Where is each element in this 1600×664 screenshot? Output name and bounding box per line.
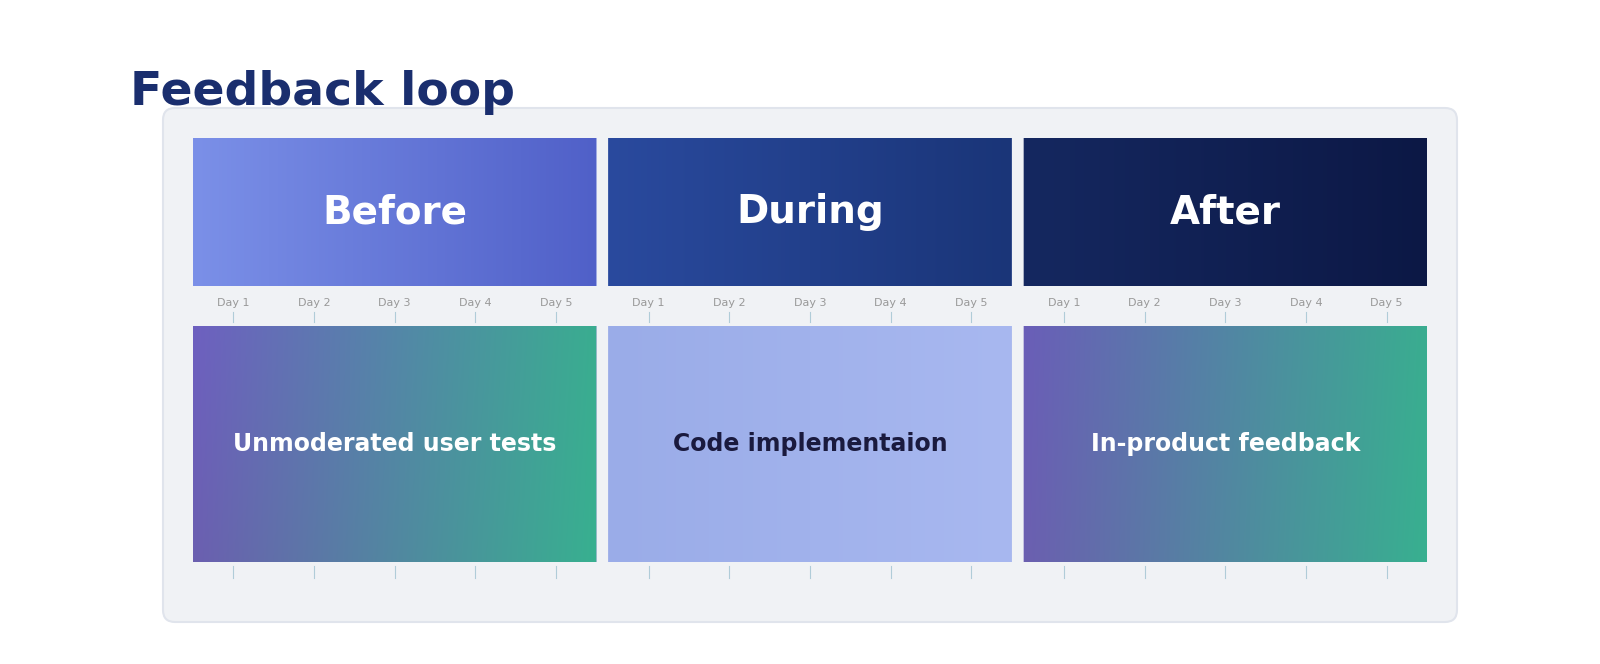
Text: Day 3: Day 3 bbox=[794, 298, 826, 308]
FancyBboxPatch shape bbox=[608, 326, 1011, 562]
Text: Code implementaion: Code implementaion bbox=[672, 432, 947, 456]
Text: Day 2: Day 2 bbox=[298, 298, 330, 308]
FancyBboxPatch shape bbox=[194, 138, 597, 286]
Text: During: During bbox=[736, 193, 883, 231]
Text: Day 5: Day 5 bbox=[955, 298, 987, 308]
FancyBboxPatch shape bbox=[608, 138, 1011, 286]
Text: Day 5: Day 5 bbox=[1371, 298, 1403, 308]
Text: Day 5: Day 5 bbox=[539, 298, 573, 308]
Text: Before: Before bbox=[322, 193, 467, 231]
Text: Day 1: Day 1 bbox=[218, 298, 250, 308]
FancyBboxPatch shape bbox=[163, 108, 1458, 622]
Text: Day 1: Day 1 bbox=[632, 298, 666, 308]
Text: In-product feedback: In-product feedback bbox=[1091, 432, 1360, 456]
Text: Day 3: Day 3 bbox=[379, 298, 411, 308]
FancyBboxPatch shape bbox=[1024, 138, 1427, 286]
FancyBboxPatch shape bbox=[194, 326, 597, 562]
Text: Day 4: Day 4 bbox=[459, 298, 491, 308]
Text: Day 3: Day 3 bbox=[1210, 298, 1242, 308]
FancyBboxPatch shape bbox=[1024, 326, 1427, 562]
Text: Day 1: Day 1 bbox=[1048, 298, 1080, 308]
Text: After: After bbox=[1170, 193, 1282, 231]
Text: Day 4: Day 4 bbox=[874, 298, 907, 308]
Text: Feedback loop: Feedback loop bbox=[130, 70, 515, 115]
Text: Day 2: Day 2 bbox=[714, 298, 746, 308]
Text: Unmoderated user tests: Unmoderated user tests bbox=[234, 432, 557, 456]
Text: Day 4: Day 4 bbox=[1290, 298, 1322, 308]
Text: Day 2: Day 2 bbox=[1128, 298, 1162, 308]
